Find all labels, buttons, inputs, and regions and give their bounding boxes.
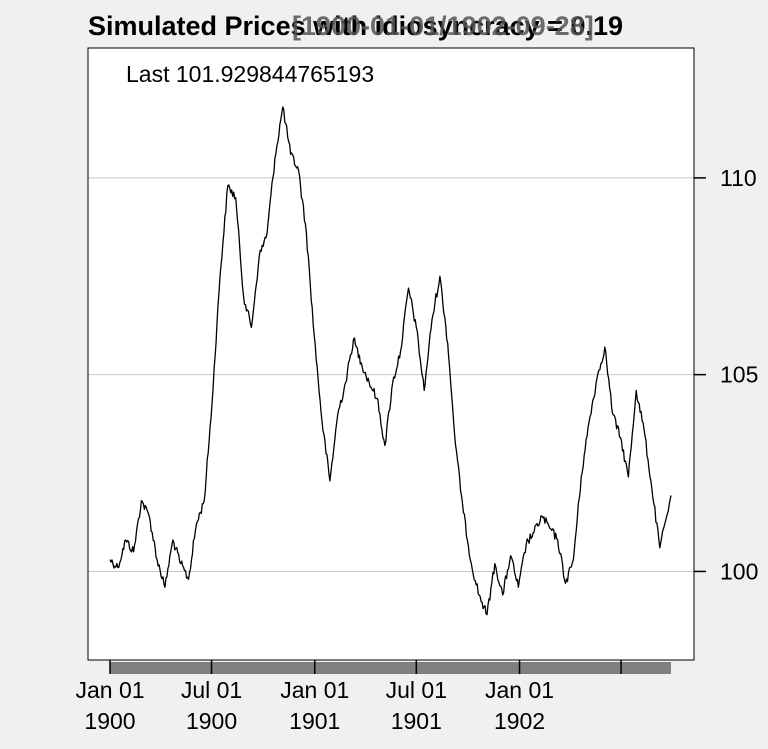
y-tick-label: 105 [720, 362, 758, 388]
x-tick-label-year: 1900 [186, 708, 237, 734]
plot-area [87, 47, 695, 661]
series-layer [109, 106, 672, 616]
x-tick-label-year: 1901 [289, 708, 340, 734]
x-tick-label-year: 1900 [84, 708, 135, 734]
x-tick-label-month: Jan 01 [485, 677, 554, 703]
grid-lines [88, 177, 694, 572]
x-tick-label-month: Jul 01 [181, 677, 242, 703]
y-axis: 100 105 110 [694, 165, 758, 584]
x-tick-label-year: 1901 [391, 708, 442, 734]
price-series-line [109, 106, 672, 616]
y-tick-label: 100 [720, 558, 758, 584]
x-tick-label-month: Jan 01 [75, 677, 144, 703]
last-value-annotation: Last 101.929844765193 [126, 61, 374, 87]
plot-border [87, 47, 695, 661]
y-tick-label: 110 [720, 165, 757, 191]
chart-title-range: [1900-01-01/1902-09-28] [292, 11, 594, 41]
x-tick-label-month: Jul 01 [386, 677, 447, 703]
x-tick-label-year: 1902 [494, 708, 545, 734]
x-axis-band [110, 662, 671, 674]
chart-title: Simulated Prices with idiosyncracy = 0.1… [88, 11, 623, 41]
x-tick-label-month: Jan 01 [280, 677, 349, 703]
x-axis: Jan 01 1900 Jul 01 1900 Jan 01 1901 Jul 01 1901… [75, 660, 671, 734]
